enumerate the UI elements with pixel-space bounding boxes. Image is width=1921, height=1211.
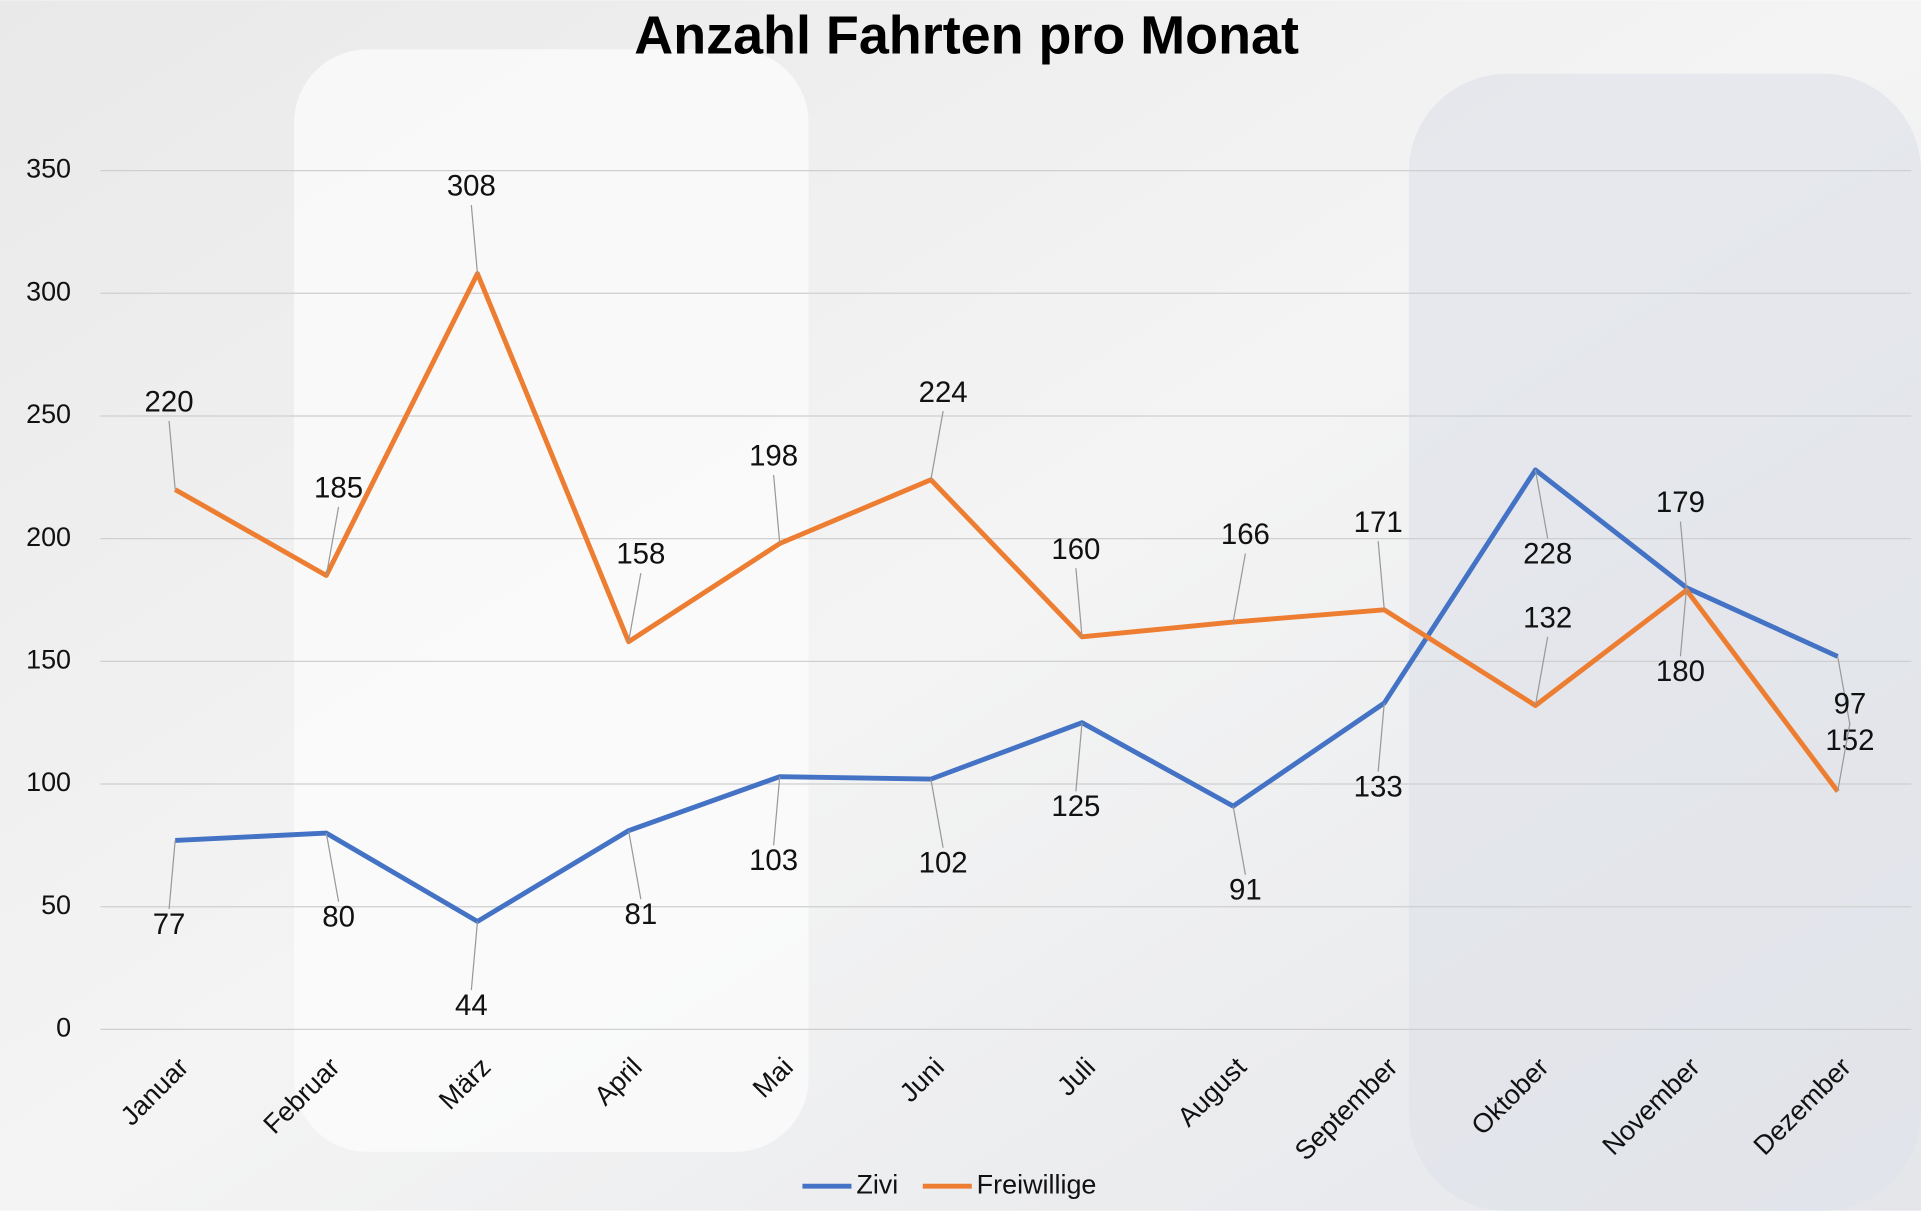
data-label: 228 bbox=[1523, 537, 1572, 570]
leader-line bbox=[1232, 553, 1247, 623]
leader-line bbox=[1377, 541, 1385, 610]
leader-line bbox=[1679, 521, 1688, 591]
data-label: 132 bbox=[1523, 602, 1572, 635]
legend-label: Freiwillige bbox=[977, 1169, 1097, 1199]
y-tick-label: 200 bbox=[26, 522, 71, 552]
data-label: 152 bbox=[1825, 724, 1874, 757]
leader-line bbox=[470, 921, 479, 991]
data-label: 91 bbox=[1229, 874, 1262, 907]
data-label: 97 bbox=[1834, 687, 1867, 720]
y-tick-label: 350 bbox=[26, 154, 71, 184]
leader-line bbox=[1377, 702, 1385, 772]
data-label: 308 bbox=[447, 170, 496, 203]
y-tick-label: 50 bbox=[41, 890, 71, 920]
leader-line bbox=[773, 474, 781, 544]
data-label: 103 bbox=[749, 844, 798, 877]
leader-line bbox=[1837, 722, 1851, 792]
data-label: 224 bbox=[919, 376, 968, 409]
series-line bbox=[173, 271, 1840, 793]
data-label: 158 bbox=[616, 538, 665, 571]
leader-line bbox=[1075, 722, 1083, 792]
data-label: 198 bbox=[749, 440, 798, 473]
data-label: 133 bbox=[1354, 771, 1403, 804]
data-label: 77 bbox=[153, 908, 186, 941]
data-label: 179 bbox=[1656, 486, 1705, 519]
y-tick-label: 150 bbox=[26, 644, 71, 674]
data-label: 220 bbox=[145, 386, 194, 419]
series-line bbox=[175, 467, 1839, 924]
leader-line bbox=[627, 830, 642, 900]
leader-line bbox=[168, 420, 176, 490]
y-tick-label: 250 bbox=[26, 399, 71, 429]
leader-line bbox=[1534, 636, 1549, 706]
y-tick-label: 300 bbox=[26, 276, 71, 306]
leader-line bbox=[930, 779, 944, 848]
background-van bbox=[294, 49, 809, 1152]
data-label: 102 bbox=[919, 847, 968, 880]
y-tick-label: 0 bbox=[56, 1013, 71, 1043]
leader-line bbox=[1837, 656, 1851, 726]
labels: 77 80 44 81 103 102 125 91 133 228 180 152 220 185 308… bbox=[145, 170, 1875, 1022]
leader-line bbox=[627, 572, 642, 642]
leader-line bbox=[325, 832, 340, 902]
data-label: 160 bbox=[1051, 533, 1100, 566]
data-label: 180 bbox=[1656, 655, 1705, 688]
leader-line bbox=[1679, 587, 1688, 657]
y-tick-label: 100 bbox=[26, 767, 71, 797]
leader-line bbox=[1534, 469, 1549, 539]
leader-line bbox=[773, 776, 781, 846]
leader-line bbox=[930, 411, 944, 480]
data-label: 185 bbox=[314, 471, 363, 504]
data-label: 171 bbox=[1354, 506, 1403, 539]
data-label: 125 bbox=[1051, 790, 1100, 823]
leader-line bbox=[168, 840, 176, 910]
leader-line bbox=[325, 506, 340, 576]
lines bbox=[173, 271, 1840, 924]
data-label: 81 bbox=[625, 898, 658, 931]
chart-title: Anzahl Fahrten pro Monat bbox=[634, 6, 1299, 66]
leader-line bbox=[1232, 805, 1247, 875]
data-label: 166 bbox=[1221, 518, 1270, 551]
legend-label: Zivi bbox=[856, 1169, 898, 1199]
data-label: 80 bbox=[322, 901, 355, 934]
legend: Zivi Freiwillige bbox=[802, 1169, 1096, 1199]
background-person bbox=[1408, 73, 1921, 1211]
leader-line bbox=[1075, 568, 1083, 637]
data-label: 44 bbox=[455, 989, 488, 1022]
leader-line bbox=[470, 204, 479, 274]
